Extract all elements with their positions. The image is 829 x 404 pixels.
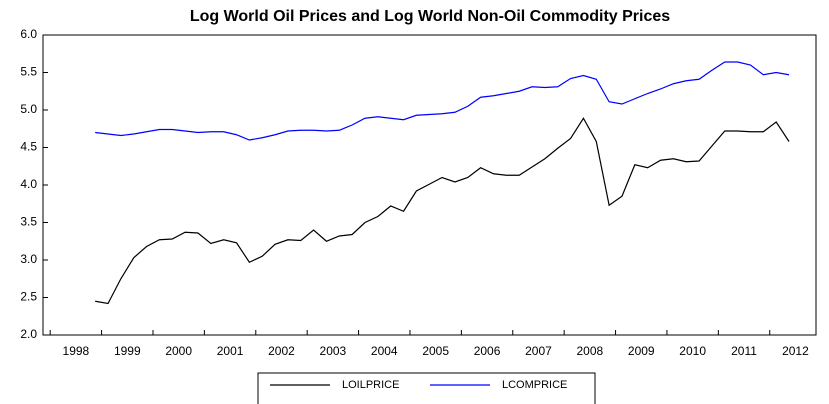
x-tick-label: 2004 [371,344,398,358]
y-tick-label: 3.0 [20,252,37,266]
x-tick-label: 2003 [320,344,347,358]
x-tick-label: 2001 [217,344,244,358]
y-tick-label: 4.0 [20,177,37,191]
x-tick-label: 2009 [628,344,655,358]
series-line [95,61,790,141]
legend-label: LCOMPRICE [502,379,567,391]
x-tick-label: 2007 [525,344,552,358]
x-tick-label: 2012 [782,344,809,358]
plot-frame [42,34,817,336]
x-tick-label: 1999 [114,344,141,358]
y-tick-label: 4.5 [20,140,37,154]
x-tick-label: 2011 [731,344,757,358]
x-tick-label: 2002 [268,344,295,358]
y-tick-label: 2.0 [20,327,37,341]
chart-title: Log World Oil Prices and Log World Non-O… [190,8,670,25]
y-tick-label: 5.0 [20,102,37,116]
y-tick-label: 2.5 [20,290,37,304]
x-tick-label: 2008 [577,344,604,358]
x-tick-label: 2005 [422,344,449,358]
legend-frame [257,372,596,404]
legend-label: LOILPRICE [342,379,399,391]
x-tick-label: 1998 [63,344,90,358]
x-tick-label: 2006 [474,344,501,358]
y-tick-label: 3.5 [20,215,37,229]
y-tick-label: 6.0 [20,27,37,41]
x-tick-label: 2000 [165,344,192,358]
y-tick-label: 5.5 [20,65,37,79]
x-tick-label: 2010 [679,344,706,358]
series-line [95,117,790,305]
